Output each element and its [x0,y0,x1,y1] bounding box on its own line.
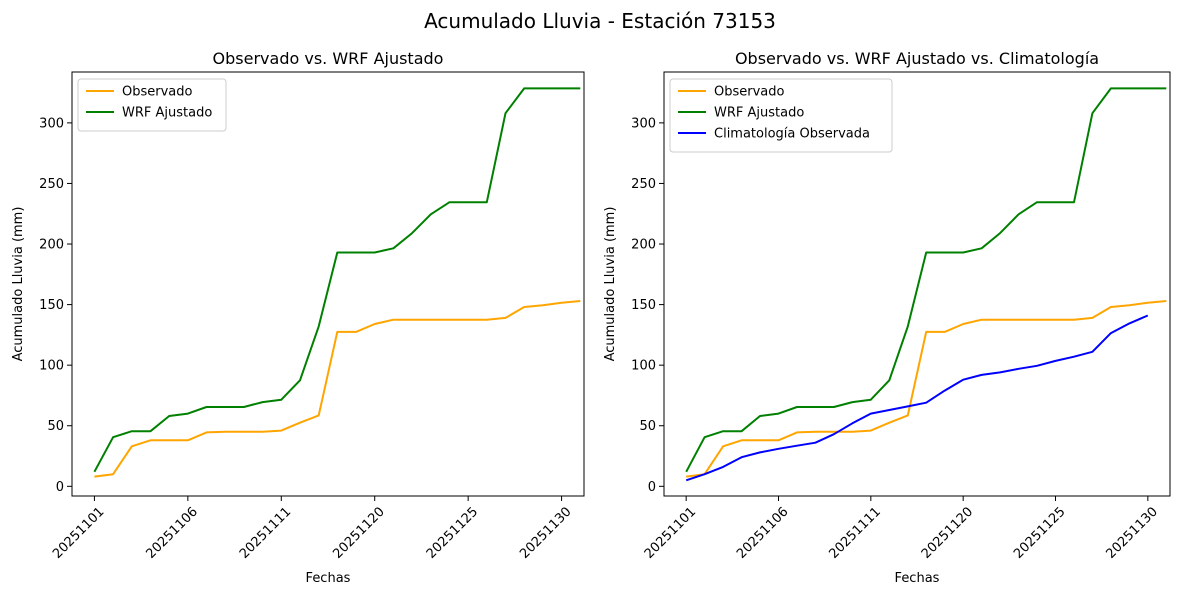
legend-label: Observado [714,85,785,100]
y-tick-label: 150 [39,298,64,313]
series-line-climatolog-a-observada [685,314,1149,482]
y-tick-label: 0 [648,480,656,495]
legend-label: Climatología Observada [714,127,870,142]
series-line-wrf-ajustado [93,87,581,473]
legend: Observado WRF Ajustado Climatología Observ… [669,78,893,153]
y-axis-label: Acumulado Lluvia (mm) [11,207,26,362]
y-tick-label: 0 [56,480,64,495]
y-tick-label: 50 [47,419,64,434]
y-axis-label: Acumulado Lluvia (mm) [603,207,618,362]
legend-label: Observado [122,85,193,100]
x-axis-label: Fechas [895,571,940,586]
y-tick-label: 100 [631,359,656,374]
chart-title: Observado vs. WRF Ajustado vs. Climatolo… [735,49,1099,68]
y-tick-label: 300 [631,116,656,131]
y-tick-label: 250 [631,177,656,192]
plot-frame [663,71,1171,497]
chart-title: Observado vs. WRF Ajustado [213,49,444,68]
y-tick-label: 150 [631,298,656,313]
y-tick-label: 200 [39,238,64,253]
legend-label: WRF Ajustado [122,106,212,121]
series-line-observado [686,300,1167,478]
series-line-wrf-ajustado [685,87,1167,473]
legend: Observado WRF Ajustado [77,78,227,132]
y-tick-label: 50 [639,419,656,434]
x-axis-label: Fechas [306,571,351,586]
plot-frame [71,71,585,497]
legend-box [669,78,893,153]
figure-suptitle: Acumulado Lluvia - Estación 73153 [424,9,776,33]
y-tick-label: 250 [39,177,64,192]
y-tick-label: 200 [631,238,656,253]
legend-box [77,78,227,132]
y-tick-label: 100 [39,359,64,374]
series-line-observado [94,300,581,478]
legend-label: WRF Ajustado [714,106,804,121]
y-tick-label: 300 [39,116,64,131]
